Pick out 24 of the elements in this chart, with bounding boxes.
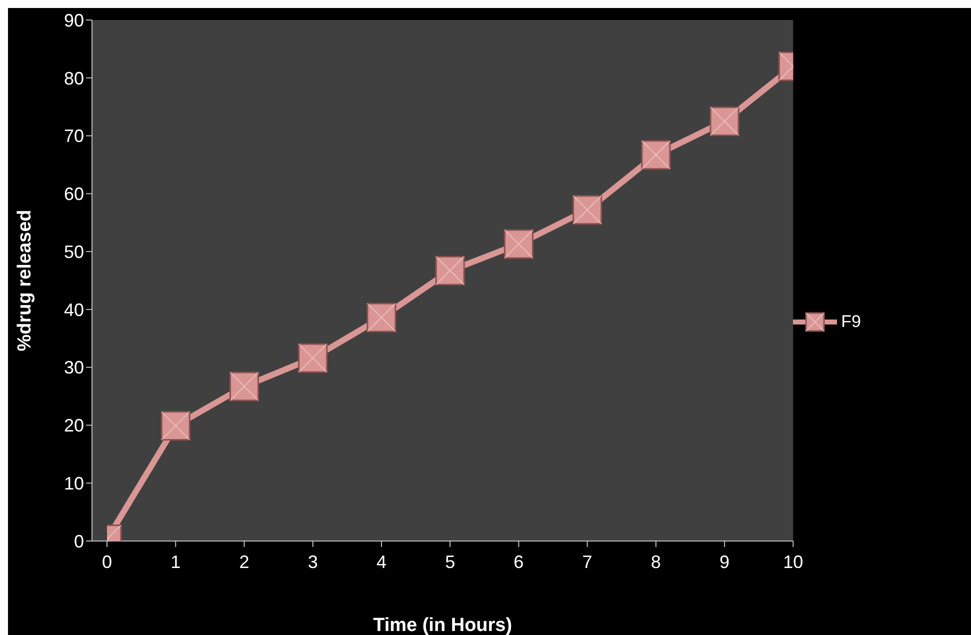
x-tick-label: 0 — [102, 552, 112, 572]
x-axis-title: Time (in Hours) — [373, 615, 512, 635]
y-tick-label: 30 — [64, 358, 84, 378]
y-tick-label: 50 — [64, 242, 84, 262]
y-tick-label: 90 — [64, 10, 84, 30]
x-tick-label: 7 — [582, 552, 592, 572]
y-tick-label: 0 — [74, 531, 84, 552]
y-tick-label: 40 — [64, 300, 84, 320]
y-tick-label: 70 — [64, 126, 84, 146]
x-tick-label: 3 — [308, 552, 318, 572]
x-tick-label: 1 — [170, 552, 181, 572]
y-tick-label: 80 — [64, 68, 84, 88]
y-tick-label: 20 — [64, 416, 84, 436]
legend-label: F9 — [841, 312, 861, 332]
x-tick-label: 5 — [445, 552, 456, 572]
x-tick-label: 6 — [514, 552, 524, 572]
x-tick-label: 4 — [376, 552, 386, 572]
y-tick-label: 10 — [64, 474, 84, 494]
x-tick-label: 2 — [239, 552, 250, 572]
x-tick-label: 8 — [650, 552, 661, 572]
x-tick-label: 10 — [783, 552, 804, 572]
y-tick-label: 60 — [64, 184, 84, 204]
y-axis-title: %drug released — [14, 210, 36, 352]
x-tick-label: 9 — [720, 552, 730, 572]
